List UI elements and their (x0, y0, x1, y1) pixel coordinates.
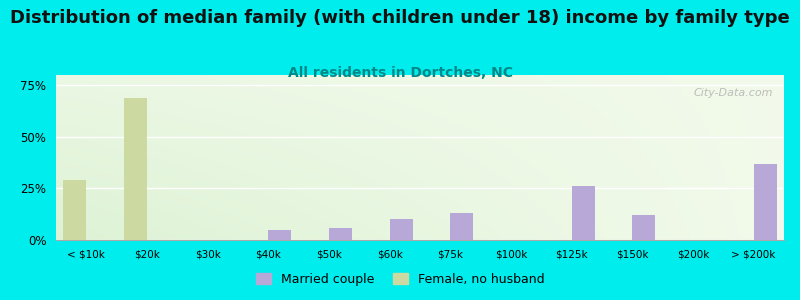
Bar (572, 186, 594, 240)
Bar (390, 219, 413, 240)
Bar (632, 215, 655, 240)
Bar (450, 213, 474, 240)
Text: Distribution of median family (with children under 18) income by family type: Distribution of median family (with chil… (10, 9, 790, 27)
Bar (329, 228, 352, 240)
Bar (124, 98, 147, 240)
Text: All residents in Dortches, NC: All residents in Dortches, NC (287, 66, 513, 80)
Legend: Married couple, Female, no husband: Married couple, Female, no husband (250, 268, 550, 291)
Text: City-Data.com: City-Data.com (694, 88, 773, 98)
Bar (268, 230, 291, 240)
Bar (63, 180, 86, 240)
Bar (754, 164, 777, 240)
